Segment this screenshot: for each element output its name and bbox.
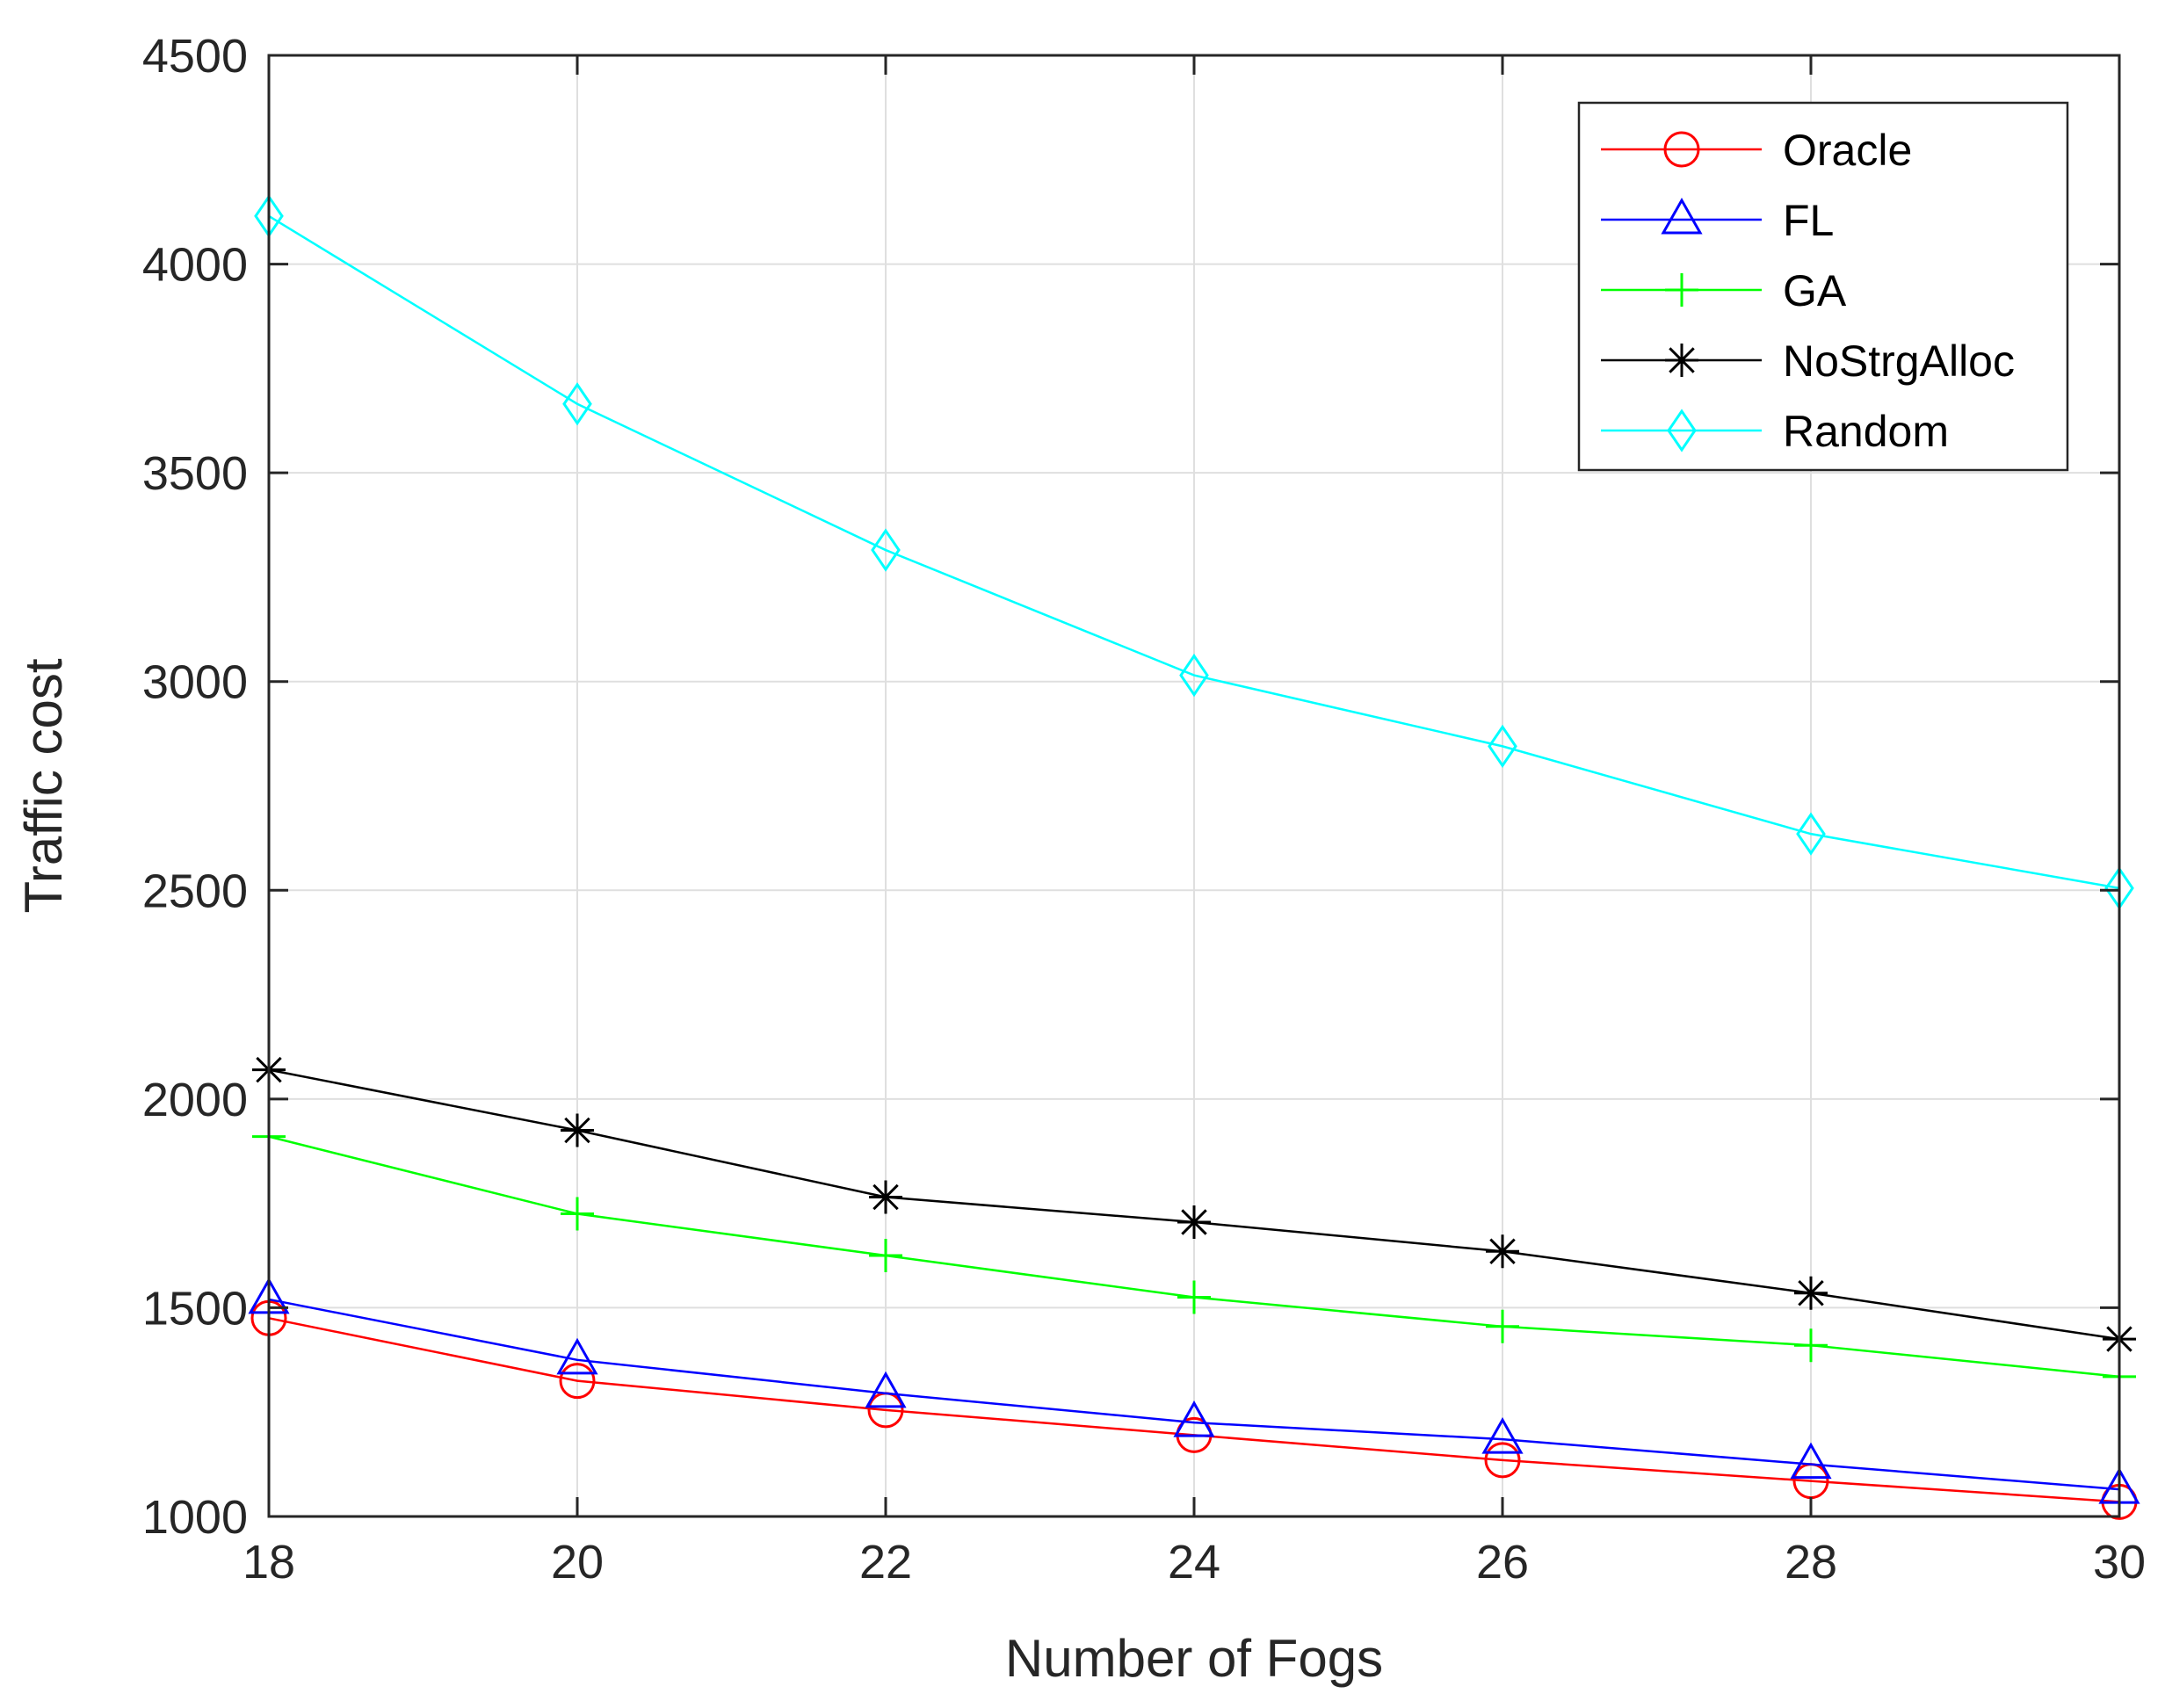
legend-marker-random [1667, 409, 1697, 452]
legend-item-ga: GA [1601, 266, 1847, 315]
y-tick-label: 2000 [142, 1074, 248, 1126]
axis-ticks: 18 20 22 24 26 28 30 1000 1500 2000 2500 3000 3500 40… [142, 30, 2146, 1589]
data-point-nostrgalloc [1486, 1234, 1519, 1269]
x-tick-label: 22 [859, 1536, 912, 1589]
data-point-ga [1794, 1328, 1828, 1363]
legend-item-nostrgalloc: NoStrgAlloc [1601, 337, 2015, 386]
data-point-fl [1790, 1442, 1832, 1480]
x-tick-label: 30 [2093, 1536, 2146, 1589]
data-point-ga [561, 1197, 594, 1231]
data-point-ga [1486, 1309, 1519, 1343]
series-fl [248, 1277, 2140, 1504]
legend: Oracle FL GA NoStrgAlloc Random [1577, 101, 2069, 472]
y-tick-label: 3000 [142, 656, 248, 709]
y-axis-title: Traffic cost [14, 658, 73, 913]
x-tick-label: 18 [243, 1536, 295, 1589]
legend-marker-ga [1665, 273, 1698, 307]
legend-marker-nostrgalloc [1665, 344, 1698, 377]
series-line-fl [268, 1298, 2120, 1491]
legend-box [1577, 101, 2069, 472]
y-tick-label: 1500 [142, 1282, 248, 1335]
legend-item-oracle: Oracle [1601, 126, 1912, 175]
data-point-ga [869, 1239, 902, 1273]
series-line-random [268, 214, 2120, 890]
legend-item-random: Random [1601, 407, 1949, 456]
y-tick-label: 2500 [142, 865, 248, 917]
legend-label-ga: GA [1783, 266, 1847, 315]
data-point-fl [1481, 1417, 1524, 1454]
data-point-random [1488, 724, 1517, 769]
data-point-nostrgalloc [869, 1180, 902, 1214]
data-point-oracle [559, 1363, 596, 1400]
data-point-random [871, 528, 901, 572]
x-tick-label: 28 [1785, 1536, 1837, 1589]
data-point-nostrgalloc [561, 1113, 594, 1147]
data-point-oracle [1484, 1442, 1521, 1479]
data-point-random [1796, 812, 1826, 856]
data-point-fl [556, 1337, 598, 1375]
series-layer [248, 194, 2140, 1520]
x-tick-label: 24 [1168, 1536, 1220, 1589]
y-tick-label: 4500 [142, 30, 248, 83]
data-point-nostrgalloc [1794, 1276, 1828, 1310]
data-point-random [562, 382, 592, 426]
legend-label-fl: FL [1783, 196, 1834, 245]
legend-label-random: Random [1783, 407, 1949, 456]
y-tick-label: 1000 [142, 1491, 248, 1544]
legend-item-fl: FL [1601, 196, 1834, 245]
x-tick-label: 26 [1476, 1536, 1529, 1589]
legend-marker-oracle [1663, 131, 1700, 168]
data-point-fl [1173, 1400, 1215, 1437]
data-point-fl [865, 1371, 907, 1408]
x-tick-label: 20 [551, 1536, 604, 1589]
data-point-random [1179, 653, 1209, 698]
legend-label-oracle: Oracle [1783, 126, 1912, 175]
y-tick-label: 4000 [142, 239, 248, 292]
legend-marker-fl [1661, 197, 1703, 235]
data-point-ga [1177, 1280, 1211, 1314]
data-point-nostrgalloc [1177, 1205, 1211, 1240]
x-axis-title: Number of Fogs [1005, 1629, 1383, 1688]
y-tick-label: 3500 [142, 447, 248, 500]
legend-label-nostrgalloc: NoStrgAlloc [1783, 337, 2015, 386]
